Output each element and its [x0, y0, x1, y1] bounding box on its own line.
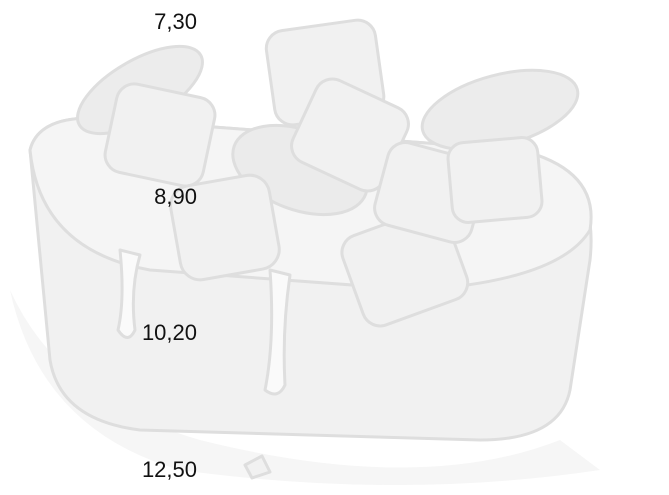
- tomato: [447, 136, 544, 224]
- background-illustration: [0, 0, 669, 495]
- price: 8,90: [154, 184, 197, 210]
- page: 7,30 8,90 10,20 12,50 (() => { const dat…: [0, 0, 669, 495]
- price: 7,30: [154, 9, 197, 35]
- price: 10,20: [142, 320, 197, 346]
- tomato: [102, 81, 219, 190]
- price: 12,50: [142, 457, 197, 483]
